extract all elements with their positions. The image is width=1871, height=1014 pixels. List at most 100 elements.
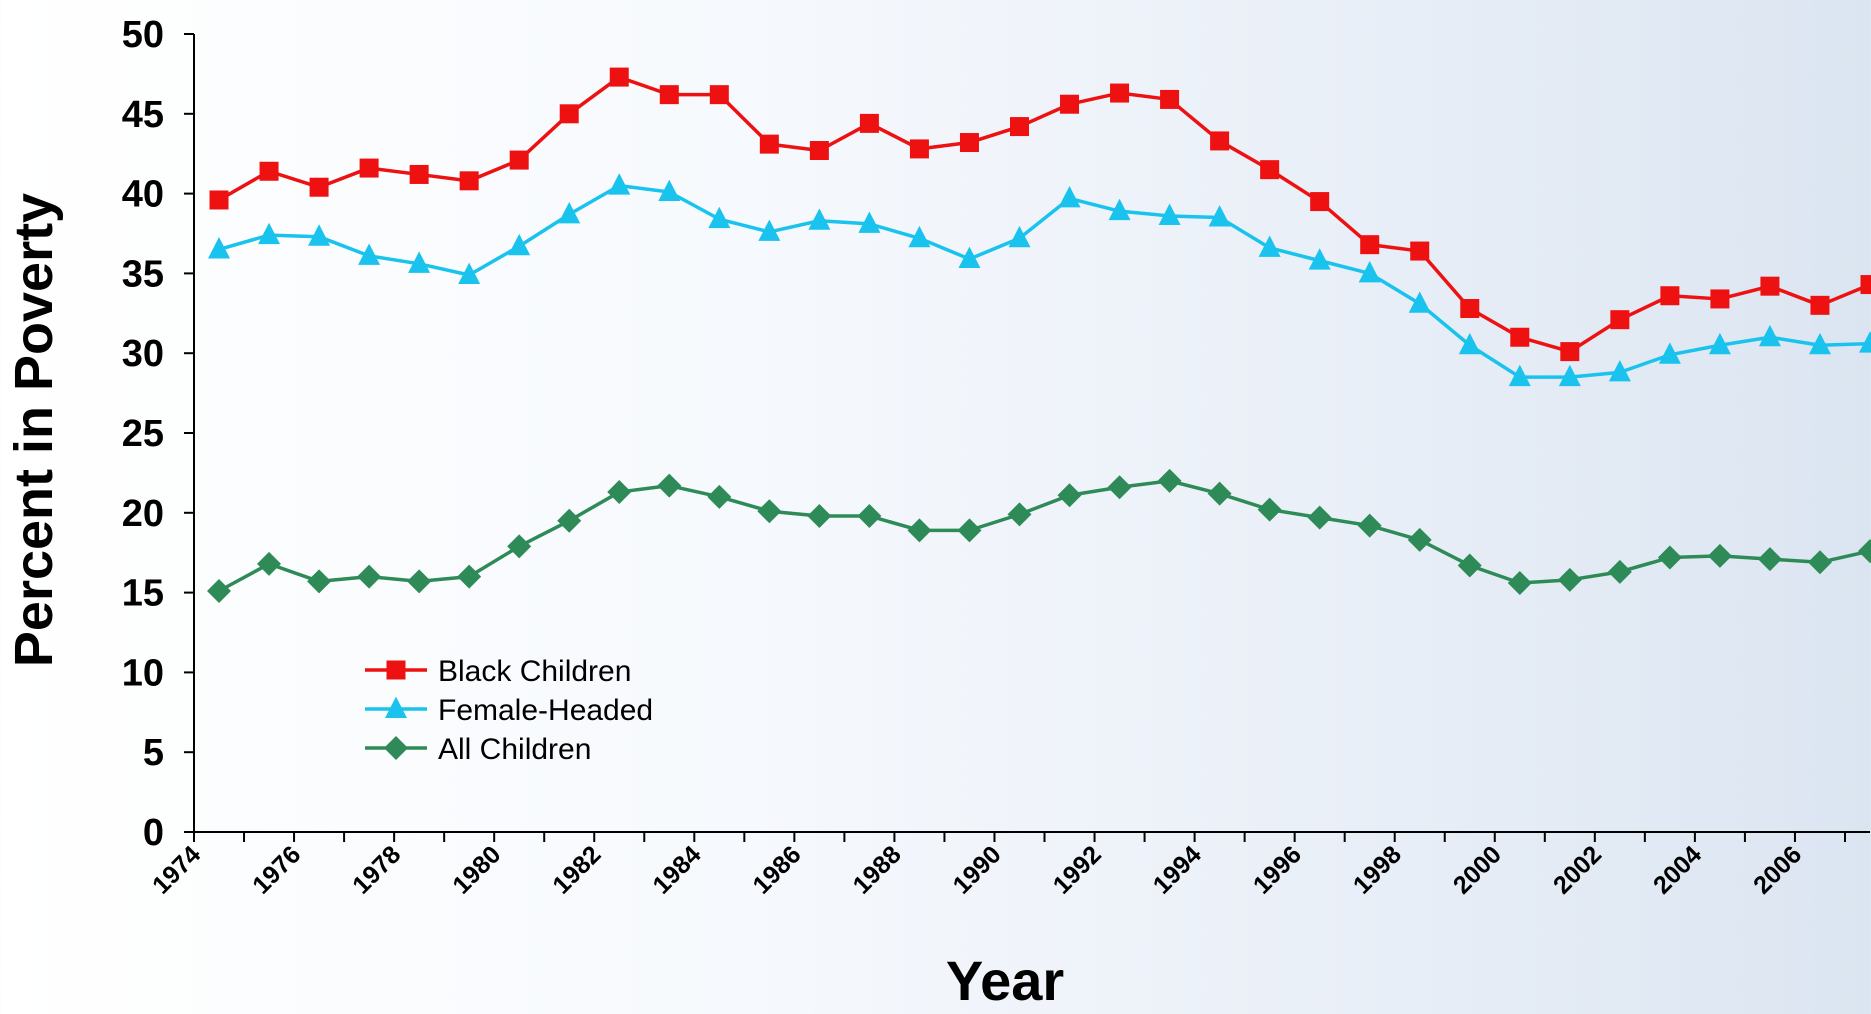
axes — [184, 34, 1870, 842]
y-axis-title: Percent in Poverty — [4, 193, 64, 667]
data-point — [1058, 483, 1082, 507]
x-tick-label: 1980 — [447, 840, 506, 899]
data-point — [207, 579, 231, 603]
data-point — [707, 485, 731, 509]
data-point — [1410, 242, 1429, 261]
data-point — [1360, 235, 1379, 254]
data-point — [1308, 506, 1332, 530]
x-tick-label: 1990 — [948, 840, 1007, 899]
data-point — [810, 141, 829, 160]
data-point — [660, 85, 679, 104]
data-point — [1608, 560, 1632, 584]
data-point — [760, 135, 779, 154]
data-point — [1460, 299, 1479, 318]
data-point — [360, 159, 379, 178]
data-point — [1408, 528, 1432, 552]
y-tick-label: 20 — [122, 493, 164, 535]
legend-label: All Children — [438, 733, 591, 766]
data-point — [1508, 571, 1532, 595]
x-tick-label: 2006 — [1748, 840, 1807, 899]
x-tick-label: 1978 — [347, 840, 406, 899]
data-point — [407, 569, 431, 593]
x-tick-label: 1982 — [547, 840, 606, 899]
data-point — [807, 504, 831, 528]
data-point — [508, 234, 530, 255]
data-point — [1808, 550, 1832, 574]
data-point — [857, 504, 881, 528]
data-point — [558, 202, 580, 223]
data-point — [1409, 291, 1431, 312]
data-point — [1208, 482, 1232, 506]
data-point — [260, 162, 279, 181]
data-point — [1010, 117, 1029, 136]
data-point — [510, 151, 529, 170]
data-point — [610, 68, 629, 87]
data-point — [1861, 275, 1871, 294]
data-point — [1759, 325, 1781, 346]
data-point — [710, 85, 729, 104]
data-point — [657, 474, 681, 498]
legend-marker — [387, 661, 406, 680]
y-tick-label: 50 — [122, 14, 164, 56]
data-point — [1008, 226, 1030, 247]
data-point — [1560, 342, 1579, 361]
y-tick-label: 30 — [122, 333, 164, 375]
data-point — [507, 534, 531, 558]
data-point — [1510, 328, 1529, 347]
data-point — [1160, 90, 1179, 109]
y-tick-label: 45 — [122, 94, 164, 136]
series-all-children — [207, 469, 1871, 603]
data-point — [1858, 539, 1871, 563]
data-point — [608, 173, 630, 194]
legend-label: Female-Headed — [438, 694, 653, 727]
data-point — [457, 565, 481, 589]
data-point — [1358, 514, 1382, 538]
data-point — [808, 208, 830, 229]
data-point — [1758, 547, 1782, 571]
y-tick-label: 40 — [122, 174, 164, 216]
series-black-children — [210, 68, 1871, 362]
data-point — [1158, 469, 1182, 493]
x-tick-label: 1976 — [247, 840, 306, 899]
y-tick-label: 25 — [122, 413, 164, 455]
x-tick-label: 1984 — [647, 840, 706, 899]
data-point — [1259, 235, 1281, 256]
y-tick-label: 15 — [122, 573, 164, 615]
series-group — [207, 68, 1871, 603]
data-point — [1110, 84, 1129, 103]
y-tick-label: 5 — [143, 732, 164, 774]
data-point — [1258, 498, 1282, 522]
x-tick-label: 1988 — [848, 840, 907, 899]
data-point — [1558, 568, 1582, 592]
series-female-headed — [208, 173, 1871, 386]
data-point — [1459, 333, 1481, 354]
data-point — [910, 139, 929, 158]
data-point — [310, 178, 329, 197]
data-point — [1658, 545, 1682, 569]
data-point — [410, 165, 429, 184]
data-point — [307, 569, 331, 593]
x-tick-label: 2004 — [1648, 840, 1707, 899]
data-point — [557, 509, 581, 533]
data-point — [560, 104, 579, 123]
data-point — [1060, 95, 1079, 114]
data-point — [1059, 186, 1081, 207]
legend-marker — [384, 736, 408, 760]
data-point — [1108, 475, 1132, 499]
data-point — [1610, 310, 1629, 329]
data-point — [607, 480, 631, 504]
data-point — [1660, 286, 1679, 305]
x-tick-label: 2000 — [1448, 840, 1507, 899]
data-point — [957, 518, 981, 542]
data-point — [708, 207, 730, 228]
data-point — [757, 499, 781, 523]
y-tick-label: 35 — [122, 253, 164, 295]
data-point — [1708, 544, 1732, 568]
data-point — [1760, 277, 1779, 296]
x-tick-label: 1996 — [1248, 840, 1307, 899]
data-point — [1859, 331, 1871, 352]
data-point — [907, 518, 931, 542]
